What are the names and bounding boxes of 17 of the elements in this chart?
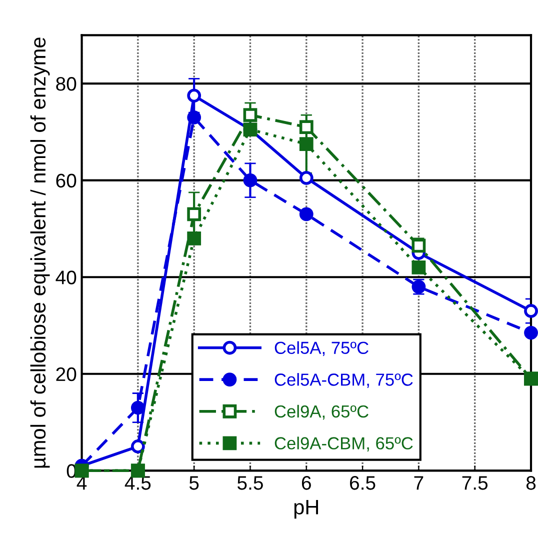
x-tick-label: 5 bbox=[189, 476, 199, 490]
legend-label: Cel9A, 65ºC bbox=[274, 404, 368, 420]
x-tick-label: 6 bbox=[302, 476, 311, 490]
y-tick-label: 40 bbox=[56, 270, 76, 284]
y-axis-title: µmol of cellobiose equivalent / nmol of enzyme bbox=[30, 38, 50, 468]
y-tick-label: 20 bbox=[56, 367, 76, 382]
x-tick-label: 7 bbox=[414, 476, 424, 490]
x-tick-label: 5.5 bbox=[238, 476, 263, 490]
legend-label: Cel5A, 75ºC bbox=[274, 341, 368, 356]
x-tick-label: 8 bbox=[526, 476, 536, 490]
x-tick-label: 6.5 bbox=[350, 476, 376, 490]
y-tick-label: 80 bbox=[56, 77, 76, 91]
x-axis-title: pH bbox=[294, 500, 318, 519]
y-tick-label: 60 bbox=[56, 174, 76, 188]
legend-label: Cel9A-CBM, 65ºC bbox=[274, 436, 413, 452]
x-tick-label: 7.5 bbox=[462, 476, 488, 490]
legend-label: Cel5A-CBM, 75ºC bbox=[274, 373, 413, 388]
